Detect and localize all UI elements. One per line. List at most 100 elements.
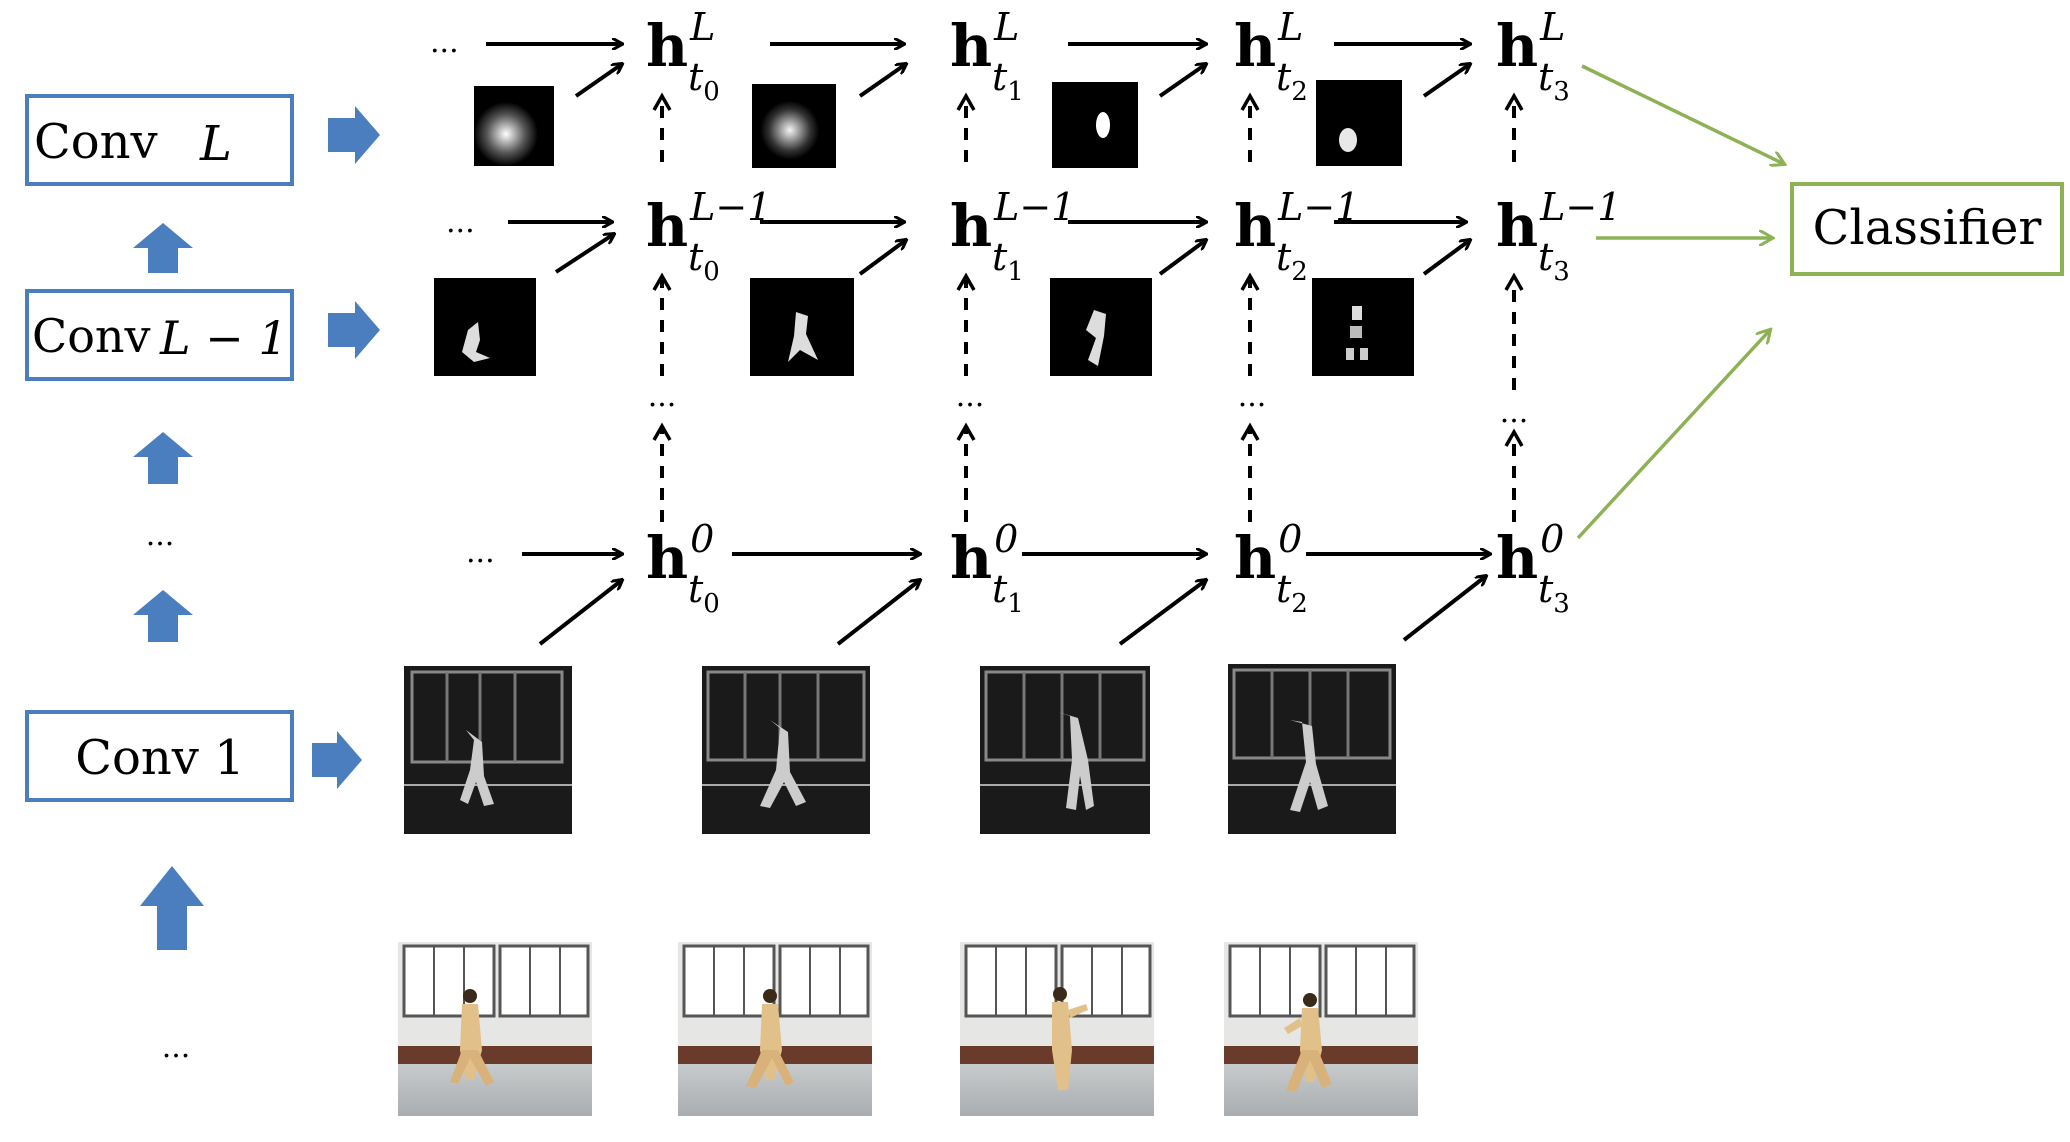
up-arrow-icon: [133, 223, 193, 273]
layer-superscript: L−1: [993, 185, 1075, 229]
classifier-arrow: [1576, 330, 1770, 540]
input-arrow: [1402, 576, 1486, 642]
input-arrow: [554, 234, 614, 274]
input-arrows: [538, 64, 1486, 646]
frame-ellipsis: ...: [162, 1030, 191, 1065]
feature-maps-conv1: [404, 664, 1396, 834]
time-index: 3: [1553, 257, 1570, 287]
input-arrow: [574, 64, 622, 98]
conv1-map: [1228, 664, 1396, 834]
layer-superscript: L: [1539, 5, 1565, 49]
time-subscript: t: [1538, 235, 1554, 279]
layer-superscript: L−1: [1539, 185, 1621, 229]
conv-L-index: L: [199, 116, 232, 172]
classifier-arrows: [1576, 64, 1784, 540]
ellipsis-col-3: ...: [1500, 395, 1529, 430]
ellipsis-col-1: ...: [956, 379, 985, 414]
feature-map-activation: [1339, 128, 1357, 152]
up-arrow-icon: [140, 866, 204, 950]
time-index: 3: [1553, 589, 1570, 619]
hidden-state-0-t2: h0 t2: [1234, 517, 1308, 619]
input-arrow: [858, 240, 906, 276]
hidden-state-L-t1: hL t1: [950, 5, 1024, 107]
layer-conv-L-minus-1: Conv L − 1: [25, 289, 294, 381]
hidden-state-0-t0: h0 t0: [646, 517, 720, 619]
input-arrow: [1422, 240, 1470, 276]
layer-arrowheads: [652, 92, 1524, 447]
time-index: 2: [1291, 589, 1308, 619]
feature-maps-L-minus-1: [434, 278, 1414, 376]
input-arrow: [1158, 240, 1206, 276]
time-subscript: t: [1538, 567, 1554, 611]
layer-superscript: 0: [1278, 517, 1302, 561]
layer-superscript: L: [993, 5, 1019, 49]
right-arrow-icon: [312, 731, 362, 789]
time-index: 0: [703, 77, 720, 107]
conv1-map: [702, 666, 870, 834]
feature-map-activation: [1346, 348, 1354, 360]
layer-conv-L: Conv L: [25, 94, 294, 186]
classifier-arrow: [1581, 64, 1784, 164]
ellipsis-row-0: ...: [466, 535, 495, 570]
time-subscript: t: [992, 235, 1008, 279]
feature-map: [1316, 80, 1402, 166]
hidden-state-L-minus-1-t3: hL−1 t3: [1496, 185, 1621, 287]
ellipsis-col-0: ...: [648, 379, 677, 414]
layer-superscript: 0: [994, 517, 1018, 561]
time-subscript: t: [1276, 55, 1292, 99]
layer-superscript: 0: [1540, 517, 1564, 561]
feature-map-activation: [1350, 326, 1362, 338]
feature-map: [1052, 82, 1138, 168]
layer-up-arrows: [133, 223, 204, 950]
input-arrow: [858, 64, 906, 98]
conv1-map: [404, 666, 572, 834]
up-arrow-icon: [133, 590, 193, 642]
video-frame: [678, 942, 872, 1116]
conv-L-label: Conv: [34, 114, 158, 170]
time-index: 2: [1291, 257, 1308, 287]
feature-map-activation: [1086, 310, 1106, 366]
right-arrow-icon: [328, 106, 380, 164]
conv-L-minus-1-index: L − 1: [159, 311, 288, 365]
hidden-state-L-minus-1-t1: hL−1 t1: [950, 185, 1075, 287]
grid-ellipses: ... ... ... ... ... ... ...: [430, 25, 1528, 570]
video-frame: [1224, 942, 1418, 1116]
time-index: 1: [1007, 589, 1024, 619]
input-frames: [398, 942, 1418, 1116]
ellipsis-row-L-minus-1: ...: [446, 205, 475, 240]
right-arrow-icon: [328, 301, 380, 359]
feature-maps-L: [474, 80, 1402, 168]
time-index: 0: [703, 589, 720, 619]
input-arrow: [1158, 64, 1206, 98]
feature-map: [474, 86, 554, 166]
feature-map-activation: [1360, 348, 1368, 360]
feature-map-activation: [788, 312, 818, 362]
time-subscript: t: [992, 55, 1008, 99]
feature-map: [752, 84, 836, 168]
layer-superscript: 0: [690, 517, 714, 561]
hidden-state-L-minus-1-t0: hL−1 t0: [646, 185, 771, 287]
classifier-label: Classifier: [1813, 200, 2042, 256]
hidden-state-L-t2: hL t2: [1234, 5, 1308, 107]
hidden-state-L-t3: hL t3: [1496, 5, 1570, 107]
hidden-state-0-t3: h0 t3: [1496, 517, 1570, 619]
layer-superscript: L: [689, 5, 715, 49]
feature-map-activation: [1352, 306, 1362, 320]
feature-map: [1312, 278, 1414, 376]
recurrent-arrows: [486, 44, 1490, 554]
layer-superscript: L−1: [689, 185, 771, 229]
feature-map-activation: [1096, 112, 1110, 138]
time-index: 1: [1007, 77, 1024, 107]
input-arrow: [1118, 580, 1206, 646]
conv1-map: [980, 666, 1150, 834]
layer-ellipsis: ...: [146, 518, 175, 553]
feature-map: [434, 278, 536, 376]
feature-map-activation: [462, 322, 490, 362]
time-index: 1: [1007, 257, 1024, 287]
conv-1-label: Conv 1: [75, 730, 244, 786]
up-arrow-icon: [133, 432, 193, 484]
ellipsis-col-2: ...: [1238, 379, 1267, 414]
hidden-state-0-t1: h0 t1: [950, 517, 1024, 619]
video-frame: [398, 942, 592, 1116]
